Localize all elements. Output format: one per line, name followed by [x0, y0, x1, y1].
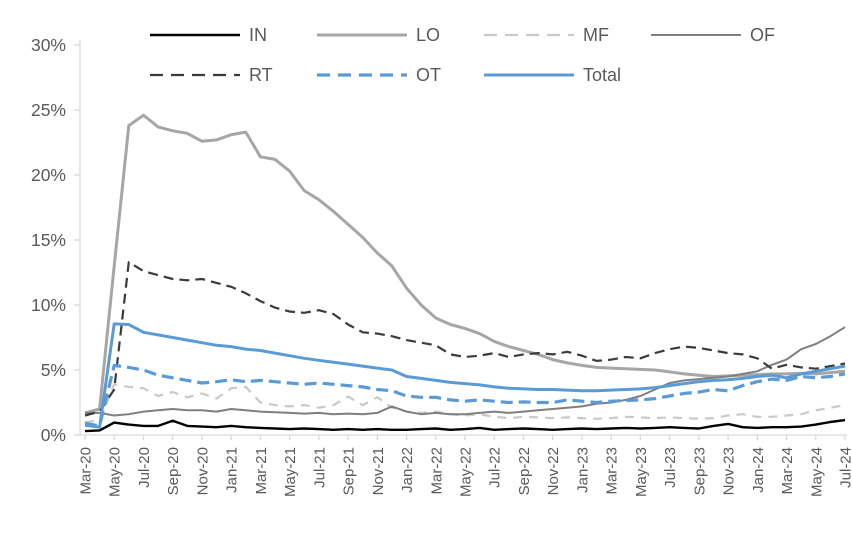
legend-line-sample-MF: [484, 33, 574, 37]
x-tick-label: Sep-20: [165, 447, 182, 495]
legend-item-IN: IN: [150, 22, 317, 48]
x-tick-label: Jan-21: [224, 447, 241, 493]
legend-line-sample-RT: [150, 73, 240, 77]
legend-line-sample-OF: [651, 34, 741, 36]
y-tick-label: 15%: [31, 230, 66, 250]
y-tick-label: 25%: [31, 100, 66, 120]
series-line-RT: [84, 261, 846, 417]
x-tick-label: Jan-22: [399, 447, 416, 493]
legend-line-sample-Total: [484, 73, 574, 77]
y-tick-label: 30%: [31, 35, 66, 55]
legend-line-sample-LO: [317, 33, 407, 37]
x-tick-label: Jul-24: [838, 447, 852, 488]
legend-line-sample-IN: [150, 33, 240, 37]
x-tick-label: Sep-21: [341, 447, 358, 495]
legend-item-MF: MF: [484, 22, 651, 48]
legend-label-RT: RT: [249, 65, 273, 85]
y-tick-label: 0%: [41, 425, 66, 445]
x-tick-label: Sep-23: [691, 447, 708, 495]
x-tick-label: May-24: [808, 447, 825, 497]
legend-item-OT: OT: [317, 62, 484, 88]
legend-label-IN: IN: [249, 25, 267, 45]
x-tick-label: Mar-23: [604, 447, 621, 495]
x-tick-label: Jul-20: [136, 447, 153, 488]
x-tick-label: Jul-23: [662, 447, 679, 488]
legend-item-RT: RT: [150, 62, 317, 88]
x-tick-label: Nov-23: [721, 447, 738, 495]
series-line-LO: [84, 113, 846, 415]
x-tick-label: Nov-21: [370, 447, 387, 495]
series-line-MF: [84, 383, 846, 424]
y-tick-label: 5%: [41, 360, 66, 380]
series-line-IN: [84, 418, 846, 433]
x-tick-label: Mar-22: [428, 447, 445, 495]
x-tick-label: May-23: [633, 447, 650, 497]
x-tick-label: May-20: [107, 447, 124, 497]
x-tick-label: Mar-21: [253, 447, 270, 495]
series-line-OT: [84, 363, 846, 428]
x-tick-label: Nov-20: [194, 447, 211, 495]
x-tick-label: May-21: [282, 447, 299, 497]
x-tick-label: Mar-20: [78, 447, 95, 495]
legend-line-sample-OT: [317, 73, 407, 77]
chart-legend: IN LO MF OF RT OT Total: [150, 22, 818, 88]
legend-label-Total: Total: [583, 65, 622, 85]
y-tick-label: 20%: [31, 165, 66, 185]
legend-label-LO: LO: [416, 25, 441, 45]
legend-label-OT: OT: [416, 65, 441, 85]
legend-item-Total: Total: [484, 62, 651, 88]
x-tick-label: Nov-22: [545, 447, 562, 495]
series-line-Total: [84, 322, 846, 429]
x-tick-label: Sep-22: [516, 447, 533, 495]
legend-label-OF: OF: [750, 25, 775, 45]
y-tick-label: 10%: [31, 295, 66, 315]
x-tick-label: Jul-21: [311, 447, 328, 488]
series-line-OF: [85, 326, 846, 417]
x-tick-label: Jan-24: [750, 447, 767, 493]
x-tick-label: Mar-24: [779, 447, 796, 495]
x-tick-label: Jan-23: [574, 447, 591, 493]
legend-label-MF: MF: [583, 25, 609, 45]
legend-item-OF: OF: [651, 22, 818, 48]
legend-item-LO: LO: [317, 22, 484, 48]
x-tick-label: May-22: [458, 447, 475, 497]
x-tick-label: Jul-22: [487, 447, 504, 488]
